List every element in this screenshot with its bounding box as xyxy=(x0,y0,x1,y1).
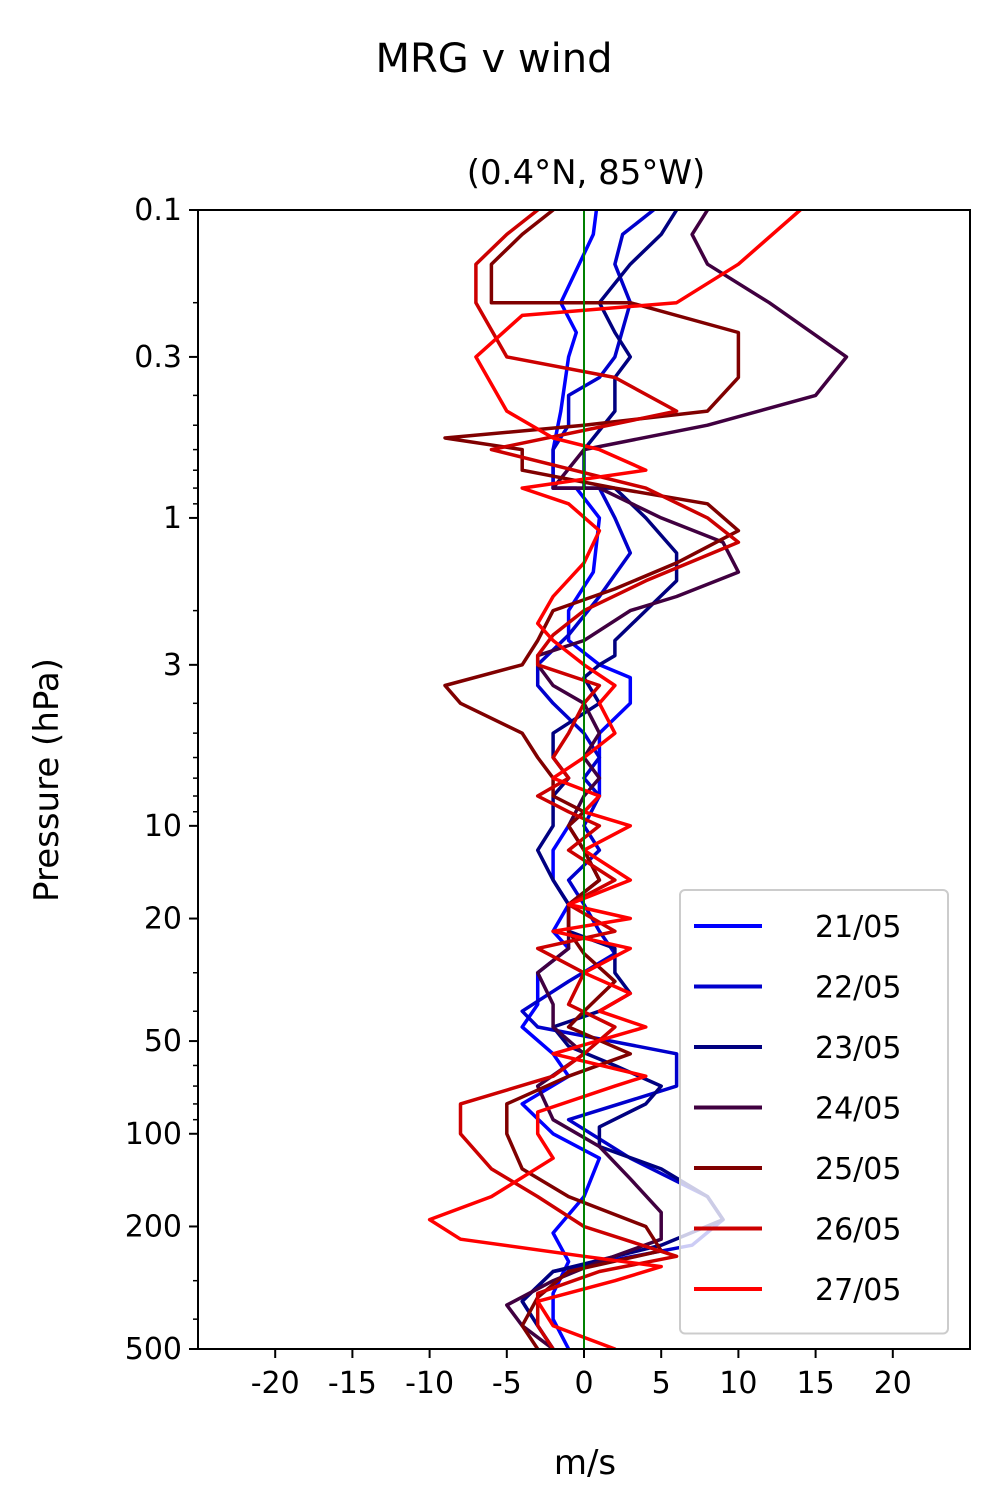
plot-area: -20 -15 -10 -5 0 5 10 15 20 0.1 0.3 1 3 10 20 50 100 200 5… xyxy=(125,193,971,1401)
legend-label: 27/05 xyxy=(815,1273,901,1308)
series-line-26-05 xyxy=(458,210,741,1349)
y-tick-label: 0.1 xyxy=(134,193,182,228)
y-tick-label: 100 xyxy=(125,1117,182,1152)
legend-label: 21/05 xyxy=(815,910,901,945)
x-tick-label: 0 xyxy=(574,1366,593,1401)
x-tick-label: -5 xyxy=(492,1366,522,1401)
legend: 21/05 22/05 23/05 24/05 25/05 26/05 27/05 xyxy=(679,889,949,1335)
y-tick-label: 50 xyxy=(144,1024,182,1059)
y-tick-label: 3 xyxy=(163,648,182,683)
chart-subtitle: (0.4°N, 85°W) xyxy=(467,153,706,193)
series-group xyxy=(427,210,849,1349)
y-axis-label: Pressure (hPa) xyxy=(27,658,67,902)
series-line-23-05 xyxy=(520,210,725,1349)
x-tick-label: 20 xyxy=(874,1366,912,1401)
legend-label: 23/05 xyxy=(815,1031,901,1066)
chart-title: MRG v wind xyxy=(376,36,613,82)
x-tick-label: -10 xyxy=(405,1366,454,1401)
legend-label: 22/05 xyxy=(815,971,901,1006)
legend-box xyxy=(679,889,949,1335)
x-tick-label: 10 xyxy=(719,1366,757,1401)
x-tick-label: 5 xyxy=(652,1366,671,1401)
y-tick-label: 20 xyxy=(144,902,182,937)
series-line-24-05 xyxy=(505,210,849,1349)
y-tick-label: 500 xyxy=(125,1332,182,1367)
series-line-27-05 xyxy=(427,210,802,1349)
x-tick-label: 15 xyxy=(797,1366,835,1401)
x-tick-label: -15 xyxy=(328,1366,377,1401)
x-tick-label: -20 xyxy=(251,1366,300,1401)
legend-label: 26/05 xyxy=(815,1213,901,1248)
series-line-25-05 xyxy=(443,210,741,1349)
y-tick-label: 200 xyxy=(125,1209,182,1244)
legend-label: 25/05 xyxy=(815,1152,901,1187)
y-tick-label: 10 xyxy=(144,809,182,844)
y-tick-label: 0.3 xyxy=(134,340,182,375)
x-axis-label: m/s xyxy=(554,1443,616,1483)
legend-label: 24/05 xyxy=(815,1092,901,1127)
y-tick-label: 1 xyxy=(163,501,182,536)
